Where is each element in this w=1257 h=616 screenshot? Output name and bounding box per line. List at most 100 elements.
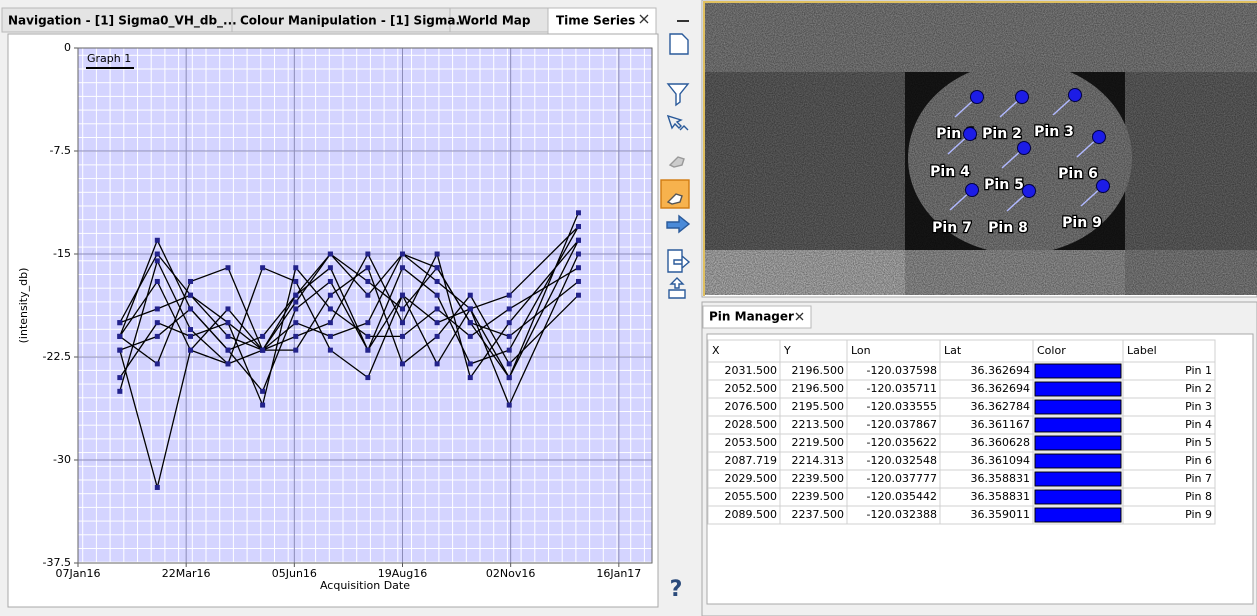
table-cell-text: 2213.500	[792, 418, 845, 431]
data-point	[155, 334, 160, 339]
tab-label: Time Series	[556, 14, 635, 28]
data-point	[293, 348, 298, 353]
x-tick-label: 16Jan17	[596, 567, 641, 580]
pin-head	[1069, 89, 1082, 102]
table-cell-text: 36.361094	[971, 454, 1031, 467]
table-cell-text: 36.362694	[971, 382, 1031, 395]
table-cell-text: 2196.500	[792, 364, 845, 377]
data-point	[507, 348, 512, 353]
color-swatch	[1035, 364, 1121, 378]
table-cell-text: 2029.500	[725, 472, 778, 485]
data-point	[576, 224, 581, 229]
data-point	[507, 361, 512, 366]
table-cell-text: 2028.500	[725, 418, 778, 431]
screen: Navigation - [1] Sigma0_VH_db_... Colour…	[0, 0, 1257, 616]
data-point	[155, 320, 160, 325]
table-cell-text: 2031.500	[725, 364, 778, 377]
data-point	[293, 320, 298, 325]
table-cell-text: Pin 3	[1185, 400, 1212, 413]
color-swatch	[1035, 472, 1121, 486]
x-axis-label: Acquisition Date	[320, 579, 410, 592]
data-point	[293, 300, 298, 305]
data-point	[260, 265, 265, 270]
pin-head	[971, 91, 984, 104]
tool-new[interactable]	[670, 34, 688, 54]
pin-head	[1093, 131, 1106, 144]
table-cell-text: -120.037867	[867, 418, 937, 431]
data-point	[155, 258, 160, 263]
data-point	[365, 293, 370, 298]
table-cell-text: 36.359011	[971, 508, 1031, 521]
data-point	[188, 293, 193, 298]
table-cell-text: 2237.500	[792, 508, 845, 521]
table-cell-text: 36.361167	[971, 418, 1031, 431]
table-cell-text: 2196.500	[792, 382, 845, 395]
pin-head	[1018, 142, 1031, 155]
table-cell-text: 36.358831	[971, 472, 1031, 485]
table-cell-text: -120.035442	[867, 490, 937, 503]
data-point	[155, 279, 160, 284]
table-cell-text: 2076.500	[725, 400, 778, 413]
table-header: Lon	[851, 344, 871, 357]
color-swatch	[1035, 454, 1121, 468]
data-point	[435, 252, 440, 257]
data-point	[435, 265, 440, 270]
table-cell-text: 2089.500	[725, 508, 778, 521]
pin-label: Pin 6	[1058, 166, 1098, 182]
data-point	[576, 279, 581, 284]
pin-label: Pin 2	[982, 126, 1022, 142]
data-point	[576, 293, 581, 298]
color-swatch	[1035, 508, 1121, 522]
data-point	[188, 348, 193, 353]
data-point	[507, 403, 512, 408]
y-tick-label: -15	[53, 247, 71, 260]
data-point	[117, 375, 122, 380]
data-point	[468, 293, 473, 298]
data-point	[468, 320, 473, 325]
table-cell-text: 36.360628	[971, 436, 1031, 449]
data-point	[576, 238, 581, 243]
table-cell-text: Pin 5	[1185, 436, 1212, 449]
table-cell-text: Pin 8	[1185, 490, 1212, 503]
data-point	[365, 348, 370, 353]
y-tick-label: -22.5	[43, 350, 71, 363]
table-cell-text: 2053.500	[725, 436, 778, 449]
pin-label: Pin 7	[932, 220, 972, 236]
data-point	[188, 327, 193, 332]
data-point	[328, 348, 333, 353]
y-axis-label: (intensity_db)	[17, 268, 30, 344]
data-point	[293, 279, 298, 284]
data-point	[225, 320, 230, 325]
help-icon[interactable]: ?	[670, 577, 683, 602]
data-point	[365, 252, 370, 257]
data-point	[576, 265, 581, 270]
data-point	[155, 485, 160, 490]
table-cell-text: Pin 9	[1185, 508, 1212, 521]
data-point	[400, 320, 405, 325]
pin-head	[964, 128, 977, 141]
tab-label: World Map	[458, 14, 531, 28]
data-point	[260, 334, 265, 339]
table-cell-text: -120.037777	[867, 472, 937, 485]
data-point	[225, 334, 230, 339]
table-cell-text: -120.032548	[867, 454, 937, 467]
pin-head	[966, 184, 979, 197]
table-cell-text: 36.362694	[971, 364, 1031, 377]
table-cell-text: 36.362784	[971, 400, 1031, 413]
table-cell-text: 36.358831	[971, 490, 1031, 503]
pin-label: Pin 8	[988, 220, 1028, 236]
data-point	[468, 306, 473, 311]
table-header: Lat	[944, 344, 962, 357]
table-cell-text: 2195.500	[792, 400, 845, 413]
table-cell-text: -120.032388	[867, 508, 937, 521]
data-point	[328, 306, 333, 311]
data-point	[188, 334, 193, 339]
data-point	[260, 348, 265, 353]
image-view	[705, 2, 1257, 295]
data-point	[468, 361, 473, 366]
table-header: Label	[1127, 344, 1157, 357]
data-point	[328, 320, 333, 325]
pin-label: Pin 3	[1034, 124, 1074, 140]
table-cell-text: Pin 1	[1185, 364, 1212, 377]
